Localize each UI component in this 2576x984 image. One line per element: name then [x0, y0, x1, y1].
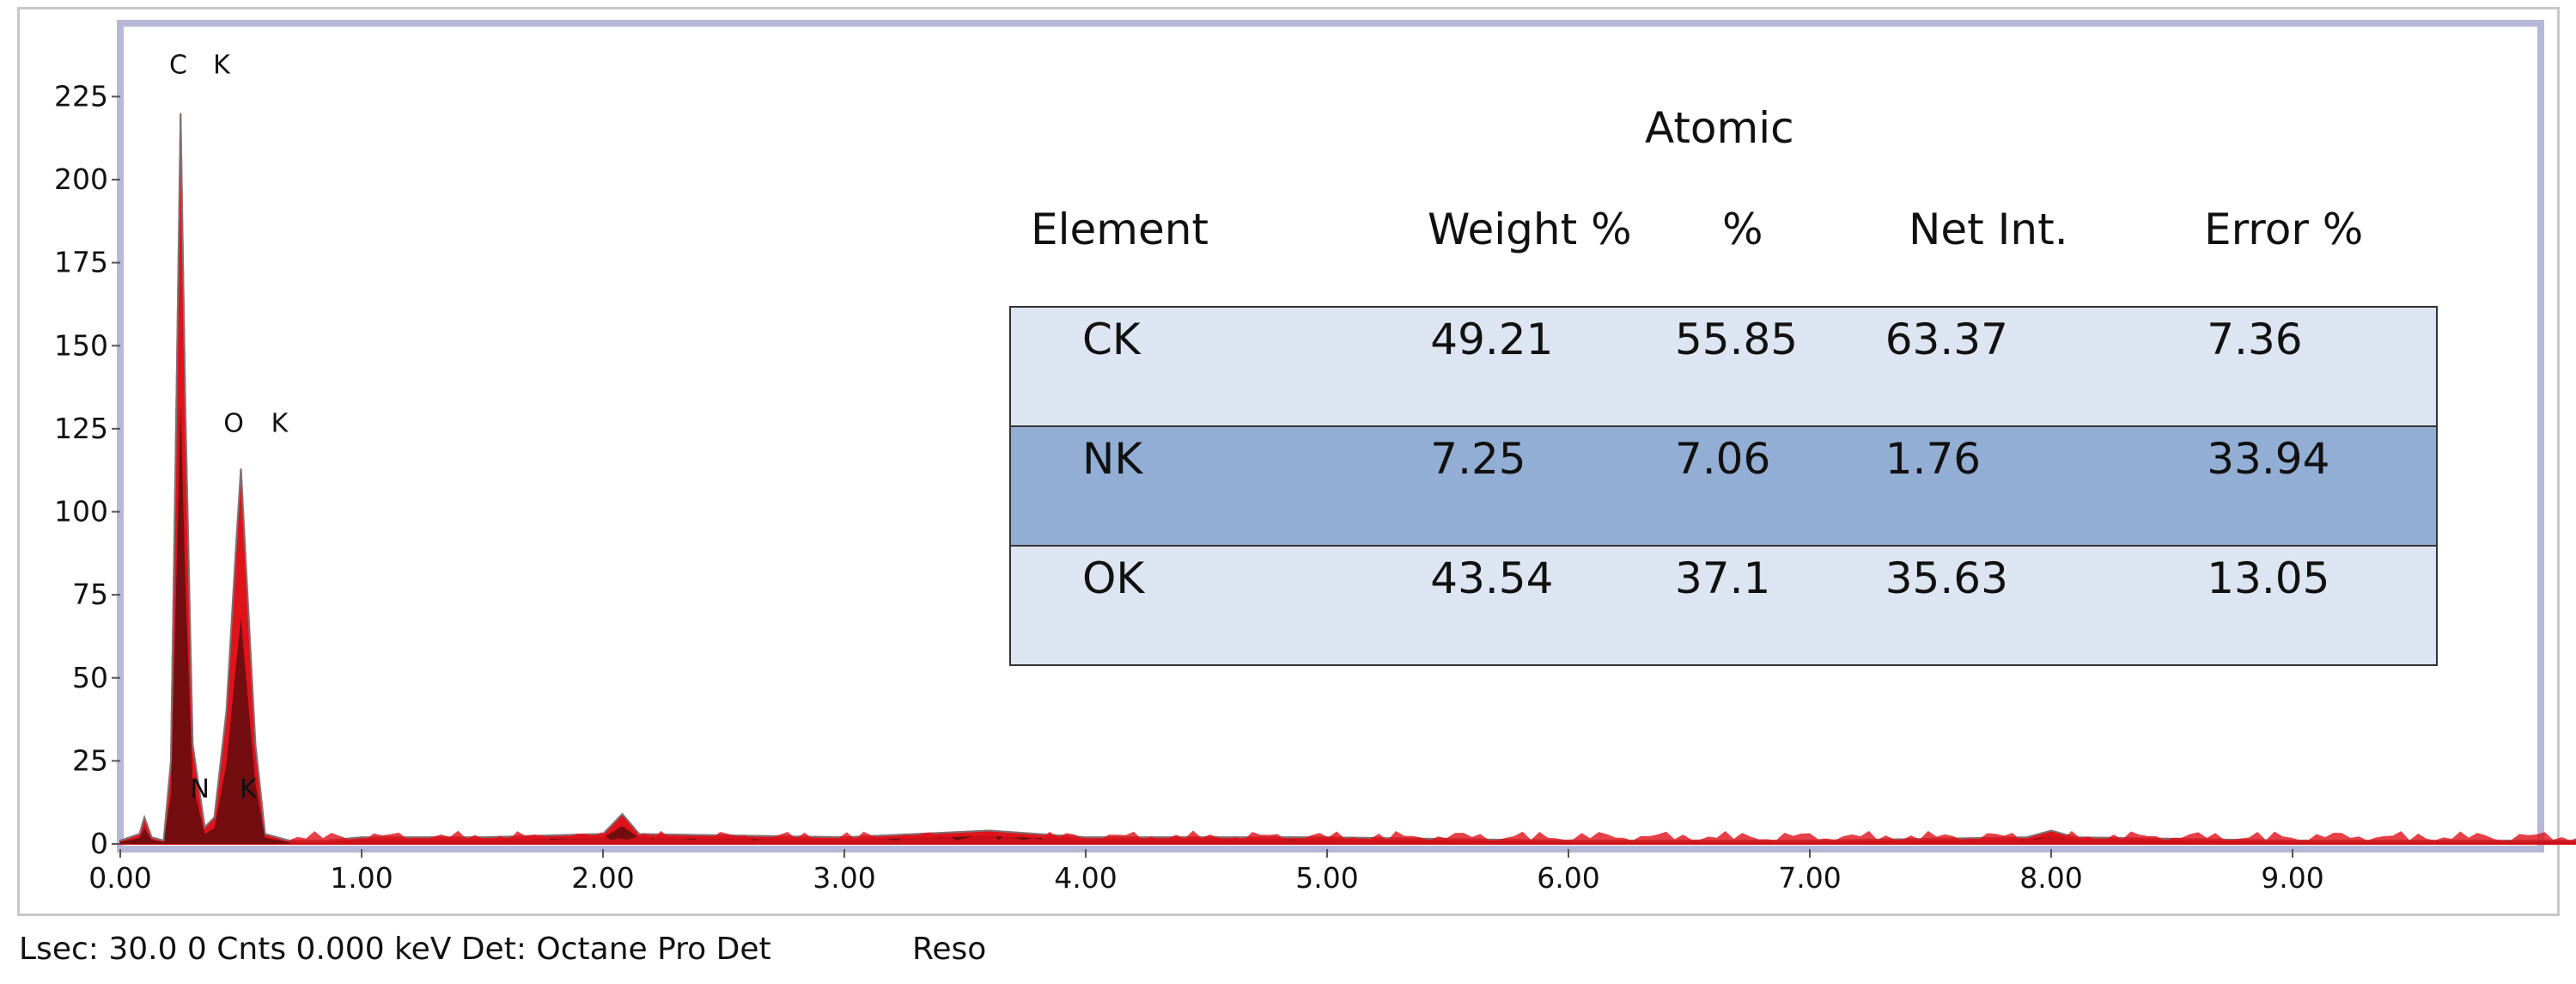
results-table: CK 49.21 55.85 63.37 7.36 NK 7.25 7.06 1…	[1008, 306, 2438, 666]
cell-error-pct: 7.36	[2207, 306, 2438, 427]
x-tick-label: 3.00	[813, 861, 875, 895]
x-tick-label: 0.00	[88, 861, 151, 895]
status-reso-label: Reso	[912, 932, 987, 967]
y-tick-label: 225	[54, 79, 108, 113]
peak-label: N	[191, 774, 210, 804]
x-tick-label: 6.00	[1537, 861, 1599, 895]
peak-label: K	[271, 409, 289, 439]
x-tick-label: 7.00	[1778, 861, 1841, 895]
cell-element: CK	[1008, 306, 1431, 427]
y-tick-label: 150	[54, 328, 108, 362]
x-tick-label: 4.00	[1054, 861, 1117, 895]
cell-atomic-pct: 7.06	[1674, 425, 1885, 547]
y-axis: 0 25 50 75 100 125 150 175 200 225	[54, 79, 120, 860]
cell-element: NK	[1008, 425, 1431, 547]
x-tick-label: 1.00	[330, 861, 393, 895]
table-row: NK 7.25 7.06 1.76 33.94	[1008, 425, 2438, 547]
cell-weight-pct: 49.21	[1430, 306, 1675, 427]
peak-label: C	[169, 50, 187, 80]
table-row: OK 43.54 37.1 35.63 13.05	[1008, 545, 2438, 666]
peak-label: O	[223, 409, 244, 439]
spectrum-baseline-noise	[289, 830, 2576, 844]
chart-outer-frame	[17, 7, 2560, 916]
y-tick-label: 25	[72, 743, 108, 777]
cell-atomic-pct: 55.85	[1674, 306, 1885, 427]
cell-net-int: 1.76	[1885, 425, 2208, 547]
cell-net-int: 35.63	[1885, 545, 2208, 666]
spectrum-series	[119, 113, 2576, 845]
cell-error-pct: 13.05	[2207, 545, 2438, 666]
y-tick-label: 100	[54, 495, 108, 529]
cell-weight-pct: 7.25	[1430, 425, 1675, 547]
x-tick-label: 5.00	[1295, 861, 1358, 895]
cell-net-int: 63.37	[1885, 306, 2208, 427]
x-tick-label: 9.00	[2261, 861, 2323, 895]
y-tick-label: 50	[72, 661, 108, 694]
cell-error-pct: 33.94	[2207, 425, 2438, 547]
x-tick-label: 2.00	[571, 861, 634, 895]
y-tick-label: 125	[54, 412, 108, 445]
cell-element: OK	[1008, 545, 1431, 666]
x-axis: 0.00 1.00 2.00 3.00 4.00 5.00 6.00 7.00 8.00 9.00	[88, 849, 2324, 895]
peak-label: K	[213, 50, 231, 80]
peak-labels: C KO KN K	[169, 50, 289, 804]
x-tick-label: 8.00	[2019, 861, 2082, 895]
y-tick-label: 200	[54, 162, 108, 196]
y-tick-label: 75	[72, 578, 108, 611]
status-bar-text: Lsec: 30.0 0 Cnts 0.000 keV Det: Octane …	[19, 932, 771, 967]
y-tick-label: 0	[90, 827, 108, 860]
cell-atomic-pct: 37.1	[1674, 545, 1885, 666]
y-tick-label: 175	[54, 246, 108, 279]
peak-label: K	[240, 774, 258, 804]
table-row: CK 49.21 55.85 63.37 7.36	[1008, 306, 2438, 427]
cell-weight-pct: 43.54	[1430, 545, 1675, 666]
